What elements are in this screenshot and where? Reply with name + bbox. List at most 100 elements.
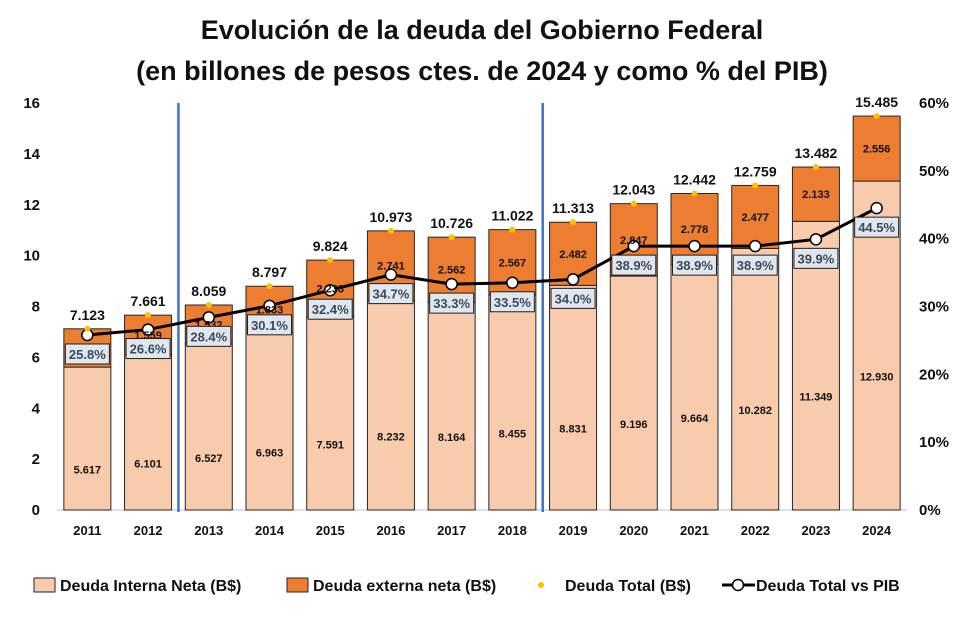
label-total-2020: 12.043 [612, 182, 655, 198]
label-interna-2020: 9.196 [620, 419, 648, 431]
x-tick-2017: 2017 [437, 523, 466, 538]
pib-label-box-2012 [125, 338, 171, 360]
bar-externa-2024 [852, 115, 901, 182]
x-tick-2011: 2011 [73, 523, 101, 538]
label-externa-2024: 2.556 [863, 144, 891, 156]
pib-point-2019 [566, 273, 580, 286]
legend-label-pib: Deuda Total vs PIB [756, 578, 900, 595]
label-pib-2015: 32.4% [312, 302, 349, 317]
pib-point-2020 [627, 239, 641, 253]
bar-interna-2022 [731, 247, 780, 511]
bar-interna-2023 [791, 220, 840, 511]
total-dot-2018 [509, 226, 516, 233]
chart-title-line2: (en billones de pesos ctes. de 2024 y co… [136, 56, 828, 86]
x-tick-2024: 2024 [862, 523, 892, 538]
label-externa-2019: 2.482 [559, 249, 587, 261]
bar-interna-2021 [670, 263, 719, 511]
legend-label-externa: Deuda externa neta (B$) [313, 578, 496, 595]
period-dividers [177, 103, 544, 512]
x-tick-2014: 2014 [255, 523, 285, 538]
label-total-2021: 12.442 [673, 172, 716, 188]
pib-point-2018 [506, 276, 519, 290]
label-pib-2016: 34.7% [372, 287, 409, 302]
pib-label-box-2020 [611, 254, 657, 276]
label-pib-2024: 44.5% [858, 220, 895, 235]
bar-interna-2015 [306, 316, 355, 511]
label-interna-2016: 8.232 [377, 431, 405, 443]
total-dot-2016 [387, 227, 394, 234]
label-pib-2013: 28.4% [190, 329, 227, 344]
x-tick-2012: 2012 [134, 523, 163, 538]
label-pib-2023: 39.9% [797, 251, 834, 266]
x-tick-2022: 2022 [741, 523, 770, 538]
pib-point-2024 [870, 201, 883, 215]
y-right-tick: 10% [919, 434, 949, 451]
label-total-2014: 8.797 [252, 264, 287, 280]
bar-interna-2011 [63, 366, 112, 511]
y-right-tick: 20% [919, 366, 949, 383]
label-pib-2011: 25.8% [69, 347, 106, 362]
total-dot-2014 [266, 283, 273, 290]
label-interna-2012: 6.101 [134, 458, 162, 470]
label-pib-2020: 38.9% [615, 258, 652, 273]
x-tick-2018: 2018 [498, 523, 527, 538]
y-left-tick: 14 [23, 146, 40, 163]
label-total-2024: 15.485 [855, 94, 898, 110]
label-externa-2023: 2.133 [802, 189, 830, 201]
y-left-tick: 4 [32, 400, 41, 417]
label-interna-2021: 9.664 [681, 413, 709, 425]
total-dot-2019 [570, 219, 577, 226]
pib-label-box-2016 [368, 283, 414, 305]
label-total-2022: 12.759 [734, 163, 777, 179]
legend-swatch-interna [33, 577, 56, 593]
label-interna-2018: 8.455 [499, 428, 527, 440]
bar-interna-2012 [124, 354, 173, 511]
label-pib-2022: 38.9% [737, 258, 774, 273]
label-total-2012: 7.661 [131, 293, 166, 309]
pib-point-2015 [323, 283, 337, 297]
pib-label-box-2017 [429, 292, 475, 314]
y-right-tick: 60% [919, 95, 949, 112]
bar-interna-2014 [245, 332, 294, 511]
label-externa-2018: 2.567 [499, 257, 527, 269]
y-right-tick: 40% [919, 231, 949, 248]
x-tick-2013: 2013 [194, 523, 223, 538]
pib-point-2014 [263, 299, 276, 313]
label-interna-2014: 6.963 [256, 447, 284, 459]
label-pib-2021: 38.9% [676, 258, 713, 273]
bar-interna-2013 [184, 343, 233, 511]
x-tick-2020: 2020 [619, 523, 648, 538]
label-total-2011: 7.123 [70, 307, 105, 323]
label-interna-2017: 8.164 [438, 432, 466, 444]
pib-label-box-2021 [672, 254, 717, 276]
pib-point-2016 [384, 268, 398, 281]
legend-label-total: Deuda Total (B$) [565, 578, 691, 595]
label-externa-2021: 2.778 [681, 224, 709, 236]
label-interna-2023: 11.349 [799, 392, 832, 404]
bar-interna-2017 [427, 301, 476, 511]
x-tick-2023: 2023 [801, 523, 830, 538]
total-dot-2012 [145, 312, 152, 319]
pib-point-2022 [748, 239, 762, 253]
bar-interna-2018 [488, 294, 537, 511]
label-pib-2019: 34.0% [555, 291, 592, 306]
pib-label-box-2019 [550, 287, 596, 309]
label-interna-2024: 12.930 [860, 372, 894, 384]
label-total-2013: 8.059 [191, 283, 226, 299]
label-interna-2011: 5.617 [74, 465, 102, 477]
label-total-2019: 11.313 [552, 200, 594, 216]
label-externa-2015: 2.233 [316, 284, 344, 296]
chart-title-line1: Evolución de la deuda del Gobierno Feder… [201, 15, 764, 45]
label-externa-2016: 2.741 [377, 261, 405, 273]
bar-externa-2021 [670, 193, 719, 265]
pib-line [81, 201, 883, 342]
y-right-tick: 30% [919, 299, 949, 316]
total-dot-2017 [448, 234, 455, 241]
pib-point-2017 [445, 277, 458, 291]
y-left-tick: 8 [32, 299, 40, 316]
total-dot-2022 [752, 182, 759, 189]
x-tick-2021: 2021 [680, 523, 709, 538]
y-left-tick: 12 [23, 197, 40, 214]
pib-point-2012 [141, 323, 155, 336]
